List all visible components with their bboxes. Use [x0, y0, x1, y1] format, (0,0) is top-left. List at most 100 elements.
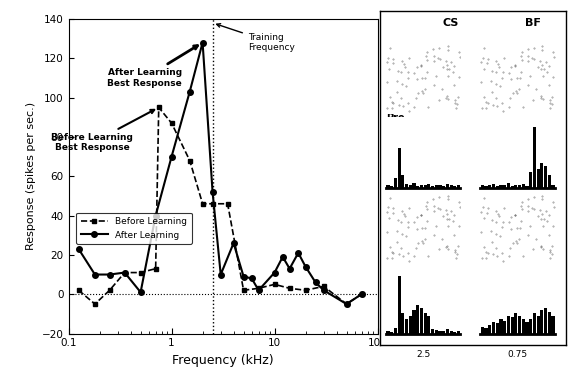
Point [394, 217, 403, 223]
Bar [435, 330, 438, 334]
Bar [398, 276, 401, 334]
Before Learning [106, 288, 113, 293]
Point [476, 79, 486, 85]
Point [550, 54, 559, 60]
Point [506, 214, 515, 220]
Point [404, 219, 413, 225]
Point [389, 205, 398, 211]
Point [429, 196, 438, 202]
Point [450, 232, 459, 238]
Point [454, 223, 463, 229]
After Learning [286, 266, 293, 271]
Point [418, 240, 427, 246]
After Learning [137, 290, 144, 294]
Point [429, 53, 438, 60]
Point [444, 246, 453, 252]
After Learning [209, 190, 216, 194]
Point [537, 196, 546, 202]
Bar [525, 186, 529, 188]
Before Learning [168, 121, 175, 125]
Bar [427, 316, 431, 334]
Point [488, 217, 497, 223]
Point [385, 45, 394, 51]
Point [447, 59, 456, 65]
Point [526, 223, 535, 229]
Point [479, 244, 488, 250]
Bar [435, 185, 438, 188]
Point [491, 219, 500, 225]
Point [430, 232, 439, 238]
Bar [484, 186, 488, 188]
Point [476, 209, 486, 215]
Bar [446, 329, 449, 334]
Before Learning [199, 202, 206, 206]
Point [526, 74, 535, 80]
Point [523, 203, 533, 209]
Bar [522, 319, 525, 334]
Point [423, 57, 432, 63]
Point [437, 236, 446, 242]
Point [516, 53, 525, 59]
Point [448, 69, 458, 75]
Point [512, 225, 521, 231]
Point [495, 83, 505, 89]
Point [529, 56, 538, 63]
Point [504, 70, 513, 76]
Point [433, 55, 442, 61]
Point [523, 208, 533, 214]
Point [482, 249, 491, 255]
Point [418, 225, 427, 231]
Text: Before Learning
Best Response: Before Learning Best Response [51, 110, 154, 152]
Point [506, 64, 515, 70]
Point [548, 94, 557, 100]
Point [441, 58, 450, 64]
Point [483, 60, 492, 66]
Bar [398, 148, 401, 188]
Point [443, 196, 452, 202]
Point [549, 223, 558, 229]
Point [405, 55, 414, 61]
Bar [453, 332, 456, 334]
Point [388, 100, 398, 106]
Point [396, 219, 406, 225]
Point [382, 79, 391, 85]
Point [435, 206, 444, 212]
Point [549, 199, 558, 205]
Point [412, 226, 422, 232]
Bar [495, 323, 499, 334]
Point [482, 99, 491, 105]
Point [435, 194, 444, 200]
Point [487, 89, 496, 95]
Bar [544, 308, 547, 334]
Point [498, 250, 507, 256]
Point [491, 95, 500, 101]
Point [423, 49, 432, 55]
Point [495, 64, 504, 70]
Point [394, 67, 403, 74]
Text: 0.75: 0.75 [507, 350, 528, 359]
Point [394, 102, 403, 108]
Before Learning [240, 288, 247, 293]
Point [422, 218, 431, 224]
Point [549, 49, 558, 55]
Point [441, 207, 450, 213]
Point [442, 216, 451, 222]
Point [417, 88, 426, 94]
Point [548, 243, 557, 249]
Point [544, 63, 553, 69]
Point [435, 56, 444, 63]
After Learning [217, 272, 224, 277]
Bar [431, 186, 434, 188]
Point [517, 199, 526, 205]
Point [545, 97, 554, 103]
Bar [533, 127, 536, 188]
Before Learning [302, 288, 309, 293]
Bar [480, 327, 484, 334]
Bar [503, 321, 506, 334]
Point [537, 47, 546, 53]
Point [442, 95, 451, 101]
After Learning [230, 241, 237, 245]
Bar [408, 185, 412, 188]
Point [547, 101, 557, 107]
After Learning [121, 270, 128, 275]
